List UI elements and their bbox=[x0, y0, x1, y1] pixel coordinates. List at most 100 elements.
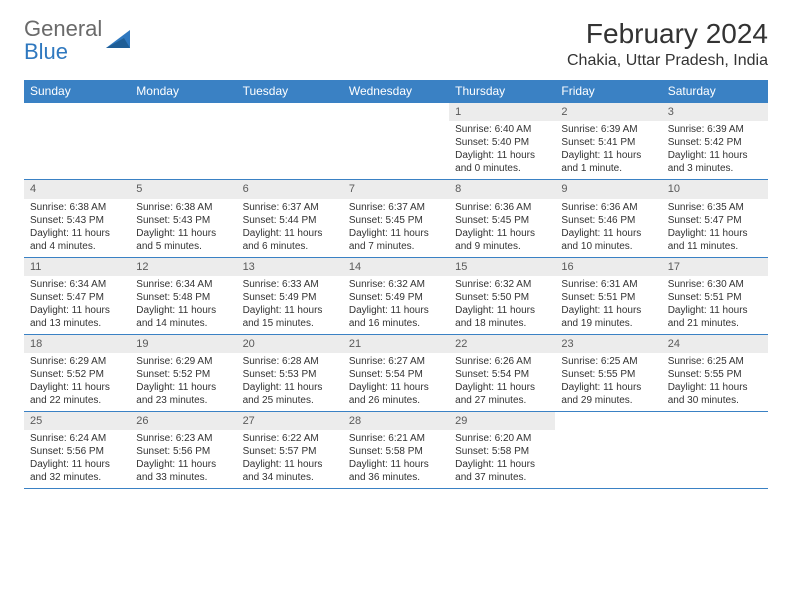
daylight-text: and 22 minutes. bbox=[30, 394, 124, 407]
daylight-text: Daylight: 11 hours bbox=[243, 458, 337, 471]
sunset-text: Sunset: 5:49 PM bbox=[243, 291, 337, 304]
daylight-text: and 26 minutes. bbox=[349, 394, 443, 407]
daylight-text: Daylight: 11 hours bbox=[30, 381, 124, 394]
week-row: 11Sunrise: 6:34 AMSunset: 5:47 PMDayligh… bbox=[24, 257, 768, 334]
day-number: 19 bbox=[130, 335, 236, 353]
sunset-text: Sunset: 5:51 PM bbox=[561, 291, 655, 304]
daylight-text: and 9 minutes. bbox=[455, 240, 549, 253]
day-cell: 13Sunrise: 6:33 AMSunset: 5:49 PMDayligh… bbox=[237, 258, 343, 334]
sunset-text: Sunset: 5:57 PM bbox=[243, 445, 337, 458]
daylight-text: and 3 minutes. bbox=[668, 162, 762, 175]
daylight-text: Daylight: 11 hours bbox=[30, 304, 124, 317]
day-details: Sunrise: 6:32 AMSunset: 5:49 PMDaylight:… bbox=[343, 276, 449, 334]
sunset-text: Sunset: 5:53 PM bbox=[243, 368, 337, 381]
daylight-text: Daylight: 11 hours bbox=[243, 227, 337, 240]
daylight-text: and 36 minutes. bbox=[349, 471, 443, 484]
daylight-text: and 6 minutes. bbox=[243, 240, 337, 253]
daylight-text: Daylight: 11 hours bbox=[455, 304, 549, 317]
day-number: 12 bbox=[130, 258, 236, 276]
day-cell: 16Sunrise: 6:31 AMSunset: 5:51 PMDayligh… bbox=[555, 258, 661, 334]
day-number: 22 bbox=[449, 335, 555, 353]
day-header-tuesday: Tuesday bbox=[237, 80, 343, 102]
sunset-text: Sunset: 5:43 PM bbox=[30, 214, 124, 227]
daylight-text: and 1 minute. bbox=[561, 162, 655, 175]
day-details: Sunrise: 6:31 AMSunset: 5:51 PMDaylight:… bbox=[555, 276, 661, 334]
daylight-text: Daylight: 11 hours bbox=[668, 304, 762, 317]
page-header: General Blue February 2024 Chakia, Uttar… bbox=[24, 18, 768, 70]
empty-cell bbox=[343, 103, 449, 179]
daylight-text: and 33 minutes. bbox=[136, 471, 230, 484]
daylight-text: and 18 minutes. bbox=[455, 317, 549, 330]
day-header-wednesday: Wednesday bbox=[343, 80, 449, 102]
sunrise-text: Sunrise: 6:36 AM bbox=[455, 201, 549, 214]
daylight-text: and 25 minutes. bbox=[243, 394, 337, 407]
week-row: 4Sunrise: 6:38 AMSunset: 5:43 PMDaylight… bbox=[24, 179, 768, 256]
calendar-page: General Blue February 2024 Chakia, Uttar… bbox=[0, 0, 792, 507]
day-number: 8 bbox=[449, 180, 555, 198]
daylight-text: and 29 minutes. bbox=[561, 394, 655, 407]
sunset-text: Sunset: 5:54 PM bbox=[349, 368, 443, 381]
day-cell: 4Sunrise: 6:38 AMSunset: 5:43 PMDaylight… bbox=[24, 180, 130, 256]
sunset-text: Sunset: 5:52 PM bbox=[136, 368, 230, 381]
daylight-text: Daylight: 11 hours bbox=[349, 304, 443, 317]
sunrise-text: Sunrise: 6:30 AM bbox=[668, 278, 762, 291]
day-number: 26 bbox=[130, 412, 236, 430]
day-cell: 21Sunrise: 6:27 AMSunset: 5:54 PMDayligh… bbox=[343, 335, 449, 411]
day-cell: 10Sunrise: 6:35 AMSunset: 5:47 PMDayligh… bbox=[662, 180, 768, 256]
sunset-text: Sunset: 5:56 PM bbox=[30, 445, 124, 458]
daylight-text: Daylight: 11 hours bbox=[349, 458, 443, 471]
day-number: 10 bbox=[662, 180, 768, 198]
day-cell: 15Sunrise: 6:32 AMSunset: 5:50 PMDayligh… bbox=[449, 258, 555, 334]
daylight-text: and 7 minutes. bbox=[349, 240, 443, 253]
week-row: 1Sunrise: 6:40 AMSunset: 5:40 PMDaylight… bbox=[24, 102, 768, 179]
daylight-text: and 34 minutes. bbox=[243, 471, 337, 484]
daylight-text: and 10 minutes. bbox=[561, 240, 655, 253]
sunrise-text: Sunrise: 6:31 AM bbox=[561, 278, 655, 291]
empty-cell bbox=[24, 103, 130, 179]
day-header-saturday: Saturday bbox=[662, 80, 768, 102]
daylight-text: Daylight: 11 hours bbox=[243, 381, 337, 394]
sunrise-text: Sunrise: 6:33 AM bbox=[243, 278, 337, 291]
day-header-monday: Monday bbox=[130, 80, 236, 102]
sunset-text: Sunset: 5:58 PM bbox=[455, 445, 549, 458]
location-text: Chakia, Uttar Pradesh, India bbox=[567, 52, 768, 70]
day-cell: 18Sunrise: 6:29 AMSunset: 5:52 PMDayligh… bbox=[24, 335, 130, 411]
day-number: 16 bbox=[555, 258, 661, 276]
sunrise-text: Sunrise: 6:36 AM bbox=[561, 201, 655, 214]
sunrise-text: Sunrise: 6:40 AM bbox=[455, 123, 549, 136]
sunrise-text: Sunrise: 6:22 AM bbox=[243, 432, 337, 445]
day-details: Sunrise: 6:27 AMSunset: 5:54 PMDaylight:… bbox=[343, 353, 449, 411]
day-cell: 25Sunrise: 6:24 AMSunset: 5:56 PMDayligh… bbox=[24, 412, 130, 488]
sunrise-text: Sunrise: 6:21 AM bbox=[349, 432, 443, 445]
day-cell: 23Sunrise: 6:25 AMSunset: 5:55 PMDayligh… bbox=[555, 335, 661, 411]
sunset-text: Sunset: 5:45 PM bbox=[455, 214, 549, 227]
day-details: Sunrise: 6:21 AMSunset: 5:58 PMDaylight:… bbox=[343, 430, 449, 488]
sunrise-text: Sunrise: 6:23 AM bbox=[136, 432, 230, 445]
daylight-text: and 0 minutes. bbox=[455, 162, 549, 175]
sunset-text: Sunset: 5:43 PM bbox=[136, 214, 230, 227]
daylight-text: and 11 minutes. bbox=[668, 240, 762, 253]
month-title: February 2024 bbox=[567, 18, 768, 50]
day-details: Sunrise: 6:35 AMSunset: 5:47 PMDaylight:… bbox=[662, 199, 768, 257]
daylight-text: Daylight: 11 hours bbox=[136, 458, 230, 471]
sunset-text: Sunset: 5:49 PM bbox=[349, 291, 443, 304]
empty-cell bbox=[130, 103, 236, 179]
sunrise-text: Sunrise: 6:37 AM bbox=[243, 201, 337, 214]
day-details: Sunrise: 6:39 AMSunset: 5:42 PMDaylight:… bbox=[662, 121, 768, 179]
day-details: Sunrise: 6:37 AMSunset: 5:44 PMDaylight:… bbox=[237, 199, 343, 257]
daylight-text: and 15 minutes. bbox=[243, 317, 337, 330]
sunrise-text: Sunrise: 6:28 AM bbox=[243, 355, 337, 368]
logo-text-blue: Blue bbox=[24, 39, 68, 64]
daylight-text: Daylight: 11 hours bbox=[136, 227, 230, 240]
sunset-text: Sunset: 5:44 PM bbox=[243, 214, 337, 227]
day-cell: 12Sunrise: 6:34 AMSunset: 5:48 PMDayligh… bbox=[130, 258, 236, 334]
day-cell: 11Sunrise: 6:34 AMSunset: 5:47 PMDayligh… bbox=[24, 258, 130, 334]
day-details: Sunrise: 6:26 AMSunset: 5:54 PMDaylight:… bbox=[449, 353, 555, 411]
daylight-text: Daylight: 11 hours bbox=[668, 381, 762, 394]
daylight-text: Daylight: 11 hours bbox=[455, 227, 549, 240]
triangle-icon bbox=[106, 28, 132, 55]
day-number: 23 bbox=[555, 335, 661, 353]
sunset-text: Sunset: 5:50 PM bbox=[455, 291, 549, 304]
day-header-thursday: Thursday bbox=[449, 80, 555, 102]
day-cell: 29Sunrise: 6:20 AMSunset: 5:58 PMDayligh… bbox=[449, 412, 555, 488]
